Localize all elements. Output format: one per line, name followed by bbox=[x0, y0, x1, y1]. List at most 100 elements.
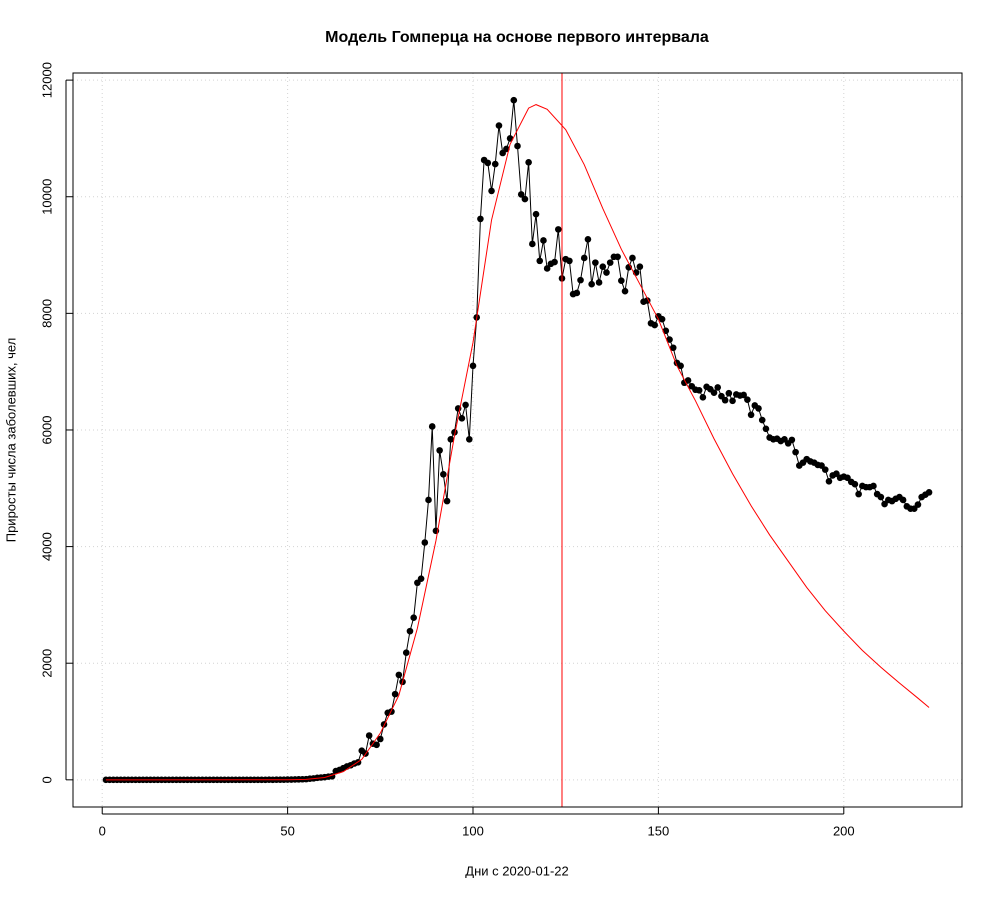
data-point bbox=[421, 539, 429, 546]
data-point bbox=[606, 259, 614, 266]
y-tick-label: 0 bbox=[39, 776, 54, 783]
x-tick-label: 0 bbox=[99, 823, 106, 838]
data-point bbox=[636, 263, 644, 271]
y-axis-label: Приросты числа заболевших, чел bbox=[3, 338, 18, 543]
data-point bbox=[440, 470, 447, 478]
data-point bbox=[899, 496, 907, 504]
data-point bbox=[595, 279, 603, 286]
data-point bbox=[484, 159, 492, 167]
y-tick-label: 4000 bbox=[39, 532, 54, 561]
y-tick-label: 6000 bbox=[39, 416, 54, 445]
data-point bbox=[391, 690, 399, 698]
data-point bbox=[629, 254, 636, 262]
data-point bbox=[584, 235, 592, 243]
data-point bbox=[469, 362, 477, 370]
data-point bbox=[477, 215, 484, 223]
data-point bbox=[365, 732, 373, 739]
data-point bbox=[825, 477, 833, 485]
series-line bbox=[105, 104, 930, 781]
data-point bbox=[614, 253, 621, 261]
data-point bbox=[417, 575, 425, 582]
data-point bbox=[651, 321, 658, 329]
data-point bbox=[762, 425, 770, 433]
data-point bbox=[721, 396, 729, 404]
data-point bbox=[488, 187, 495, 195]
data-point bbox=[603, 269, 610, 276]
data-point bbox=[410, 614, 417, 622]
data-point bbox=[373, 741, 380, 749]
data-point bbox=[377, 735, 384, 743]
data-point bbox=[758, 416, 766, 424]
data-point bbox=[588, 280, 595, 288]
y-tick-label: 2000 bbox=[39, 649, 54, 678]
data-point bbox=[710, 389, 718, 396]
x-tick-label: 150 bbox=[648, 823, 670, 838]
data-point bbox=[536, 257, 544, 265]
data-point bbox=[695, 387, 703, 394]
x-tick-label: 100 bbox=[462, 823, 484, 838]
data-point bbox=[580, 254, 588, 262]
data-point bbox=[491, 160, 499, 168]
y-tick-label: 10000 bbox=[39, 179, 54, 215]
data-point bbox=[870, 482, 877, 490]
x-tick-label: 50 bbox=[280, 823, 294, 838]
data-point bbox=[914, 501, 922, 508]
data-point bbox=[451, 429, 458, 436]
y-tick-label: 12000 bbox=[39, 62, 54, 98]
data-point bbox=[521, 195, 529, 203]
data-point bbox=[877, 493, 885, 501]
plot-box bbox=[72, 72, 963, 808]
data-point bbox=[517, 191, 525, 198]
data-point bbox=[514, 142, 521, 150]
data-point bbox=[543, 265, 551, 272]
x-axis-label: Дни с 2020-01-22 bbox=[465, 863, 568, 878]
data-point bbox=[851, 480, 859, 488]
data-point bbox=[428, 423, 436, 430]
data-point bbox=[729, 397, 736, 405]
y-tick-label: 8000 bbox=[39, 299, 54, 328]
data-point bbox=[684, 377, 692, 384]
data-point bbox=[462, 401, 469, 409]
data-point bbox=[458, 415, 466, 422]
data-point bbox=[495, 122, 503, 129]
data-point bbox=[554, 226, 562, 233]
data-point bbox=[395, 671, 403, 679]
data-point bbox=[402, 649, 410, 657]
data-point bbox=[465, 436, 473, 443]
data-point bbox=[744, 396, 751, 403]
data-point bbox=[666, 336, 673, 343]
data-point bbox=[621, 287, 629, 295]
data-point bbox=[855, 490, 862, 498]
data-point bbox=[573, 289, 581, 297]
data-point bbox=[443, 497, 451, 505]
data-point bbox=[677, 362, 684, 370]
data-point bbox=[714, 384, 722, 391]
data-point bbox=[658, 315, 666, 323]
data-point bbox=[406, 627, 414, 635]
data-point bbox=[788, 436, 796, 444]
data-point bbox=[380, 721, 388, 728]
data-point bbox=[532, 210, 540, 218]
data-point bbox=[747, 411, 755, 419]
data-point bbox=[566, 257, 573, 265]
data-point bbox=[669, 344, 677, 352]
data-point bbox=[525, 159, 532, 166]
data-point bbox=[599, 263, 607, 271]
data-point bbox=[618, 277, 625, 284]
data-point bbox=[755, 405, 762, 412]
data-point bbox=[388, 708, 395, 715]
data-point bbox=[577, 276, 584, 284]
data-point bbox=[699, 394, 707, 401]
data-point bbox=[436, 447, 443, 454]
data-point bbox=[725, 389, 733, 397]
data-point bbox=[592, 259, 599, 266]
data-point bbox=[425, 496, 432, 504]
chart-title: Модель Гомперца на основе первого интерв… bbox=[325, 29, 709, 46]
data-point bbox=[792, 448, 799, 456]
x-tick-label: 200 bbox=[833, 823, 855, 838]
data-point bbox=[529, 240, 536, 248]
data-point bbox=[447, 436, 455, 443]
data-point bbox=[510, 96, 518, 104]
